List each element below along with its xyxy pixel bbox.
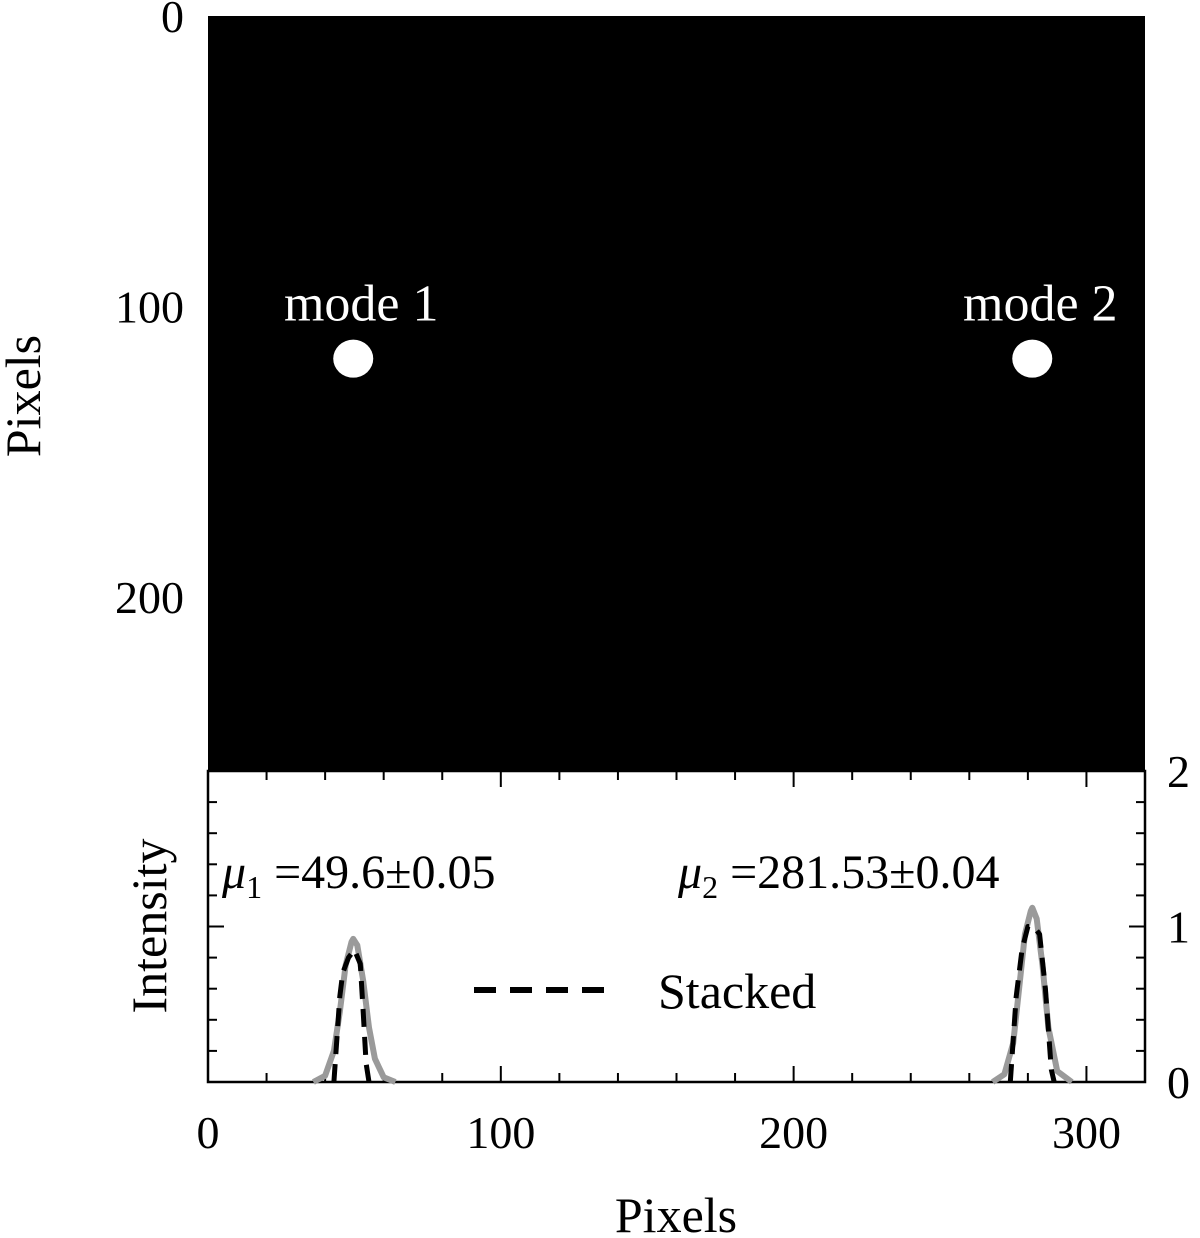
mu-1-annotation: μ1 =49.6±0.05 <box>221 846 496 905</box>
mu-2-annotation: μ2 =281.53±0.04 <box>677 846 1000 905</box>
image-background <box>208 16 1145 771</box>
image-y-tick-label: 200 <box>115 572 184 623</box>
mode-1-label: mode 1 <box>284 276 439 333</box>
profile-frame <box>206 769 1147 1084</box>
mode-1-spot <box>333 339 374 378</box>
y-tick-label: 0 <box>1167 1057 1190 1108</box>
stacked-curve-1 <box>331 947 372 1083</box>
legend: Stacked <box>474 963 816 1019</box>
image-y-tick-label: 100 <box>115 281 184 332</box>
image-panel: mode 1 mode 2 0 100 200 Pixels <box>0 0 1145 771</box>
legend-stacked-label: Stacked <box>658 963 816 1019</box>
y-tick-label: 2 <box>1167 746 1190 797</box>
stacked-curve-2 <box>1007 924 1057 1083</box>
x-tick-label: 0 <box>197 1107 220 1158</box>
mode-2-label: mode 2 <box>963 276 1118 333</box>
image-y-tick-label: 0 <box>161 0 184 42</box>
image-y-axis-label: Pixels <box>0 335 51 457</box>
profile-panel: 0 100 200 300 0 1 2 μ1 =49.6±0.05 μ2 =281.53±0.… <box>121 746 1190 1238</box>
x-tick-label: 200 <box>759 1107 828 1158</box>
x-tick-label: 100 <box>466 1107 535 1158</box>
profile-x-axis-label: Pixels <box>615 1187 737 1238</box>
y-tick-label: 1 <box>1167 902 1190 953</box>
x-tick-label: 300 <box>1052 1107 1121 1158</box>
mode-2-spot <box>1012 339 1053 378</box>
profile-y-axis-label: Intensity <box>121 839 177 1014</box>
